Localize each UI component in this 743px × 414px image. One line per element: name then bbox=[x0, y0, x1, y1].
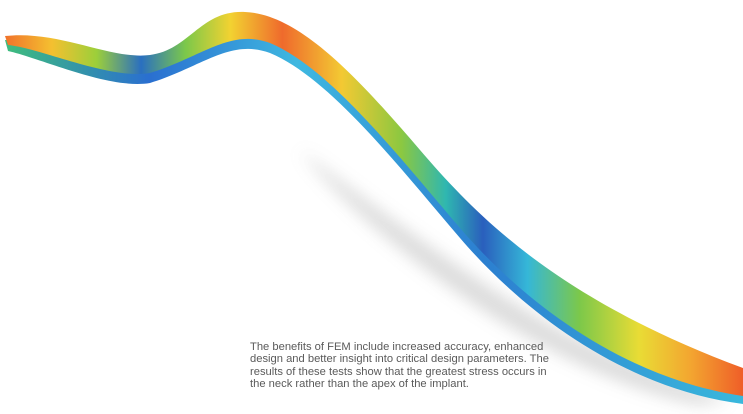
caption-line: results of these tests show that the gre… bbox=[250, 366, 720, 378]
caption-line: The benefits of FEM include increased ac… bbox=[250, 341, 720, 353]
caption: The benefits of FEM include increased ac… bbox=[250, 341, 720, 390]
caption-line: the neck rather than the apex of the imp… bbox=[250, 378, 720, 390]
strip-surface bbox=[5, 12, 743, 396]
caption-line: design and better insight into critical … bbox=[250, 353, 720, 365]
page: {"caption": {"lines": [ "The benefits of… bbox=[0, 0, 743, 414]
